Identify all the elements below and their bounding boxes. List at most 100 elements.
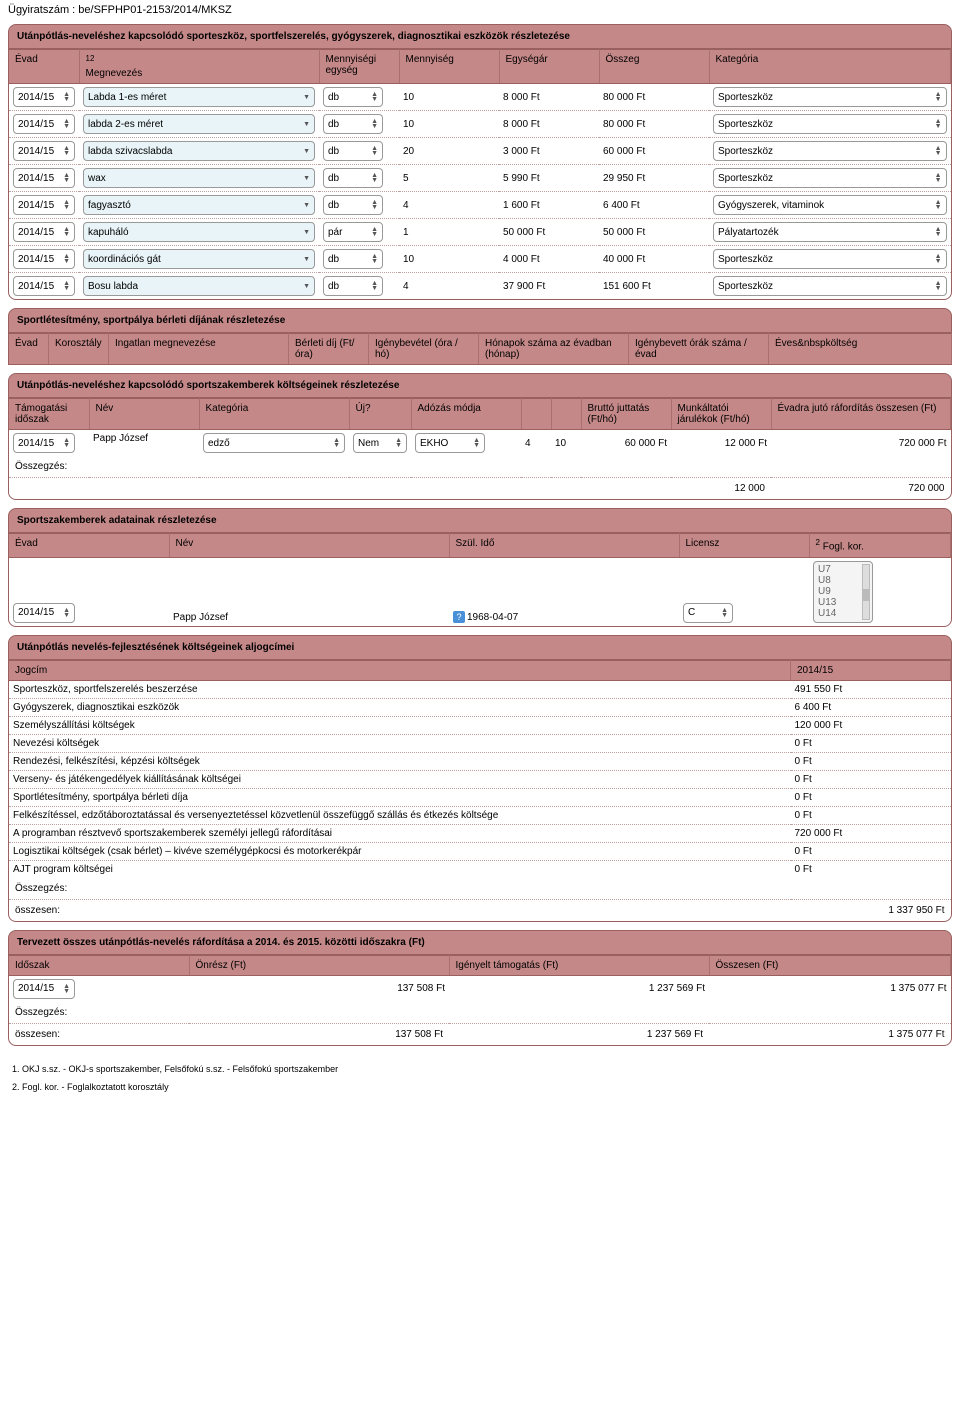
col: Támogatási időszak (9, 399, 89, 430)
spinner-icon: ▲▼ (63, 227, 70, 237)
spinner-icon: ▲▼ (473, 438, 480, 448)
col: 2 Fogl. kor. (809, 534, 951, 557)
evad-cell: 720 000 Ft (771, 430, 951, 457)
jogcim-cell: Sportlétesítmény, sportpálya bérleti díj… (9, 788, 791, 806)
select[interactable]: Sporteszköz▲▼ (713, 168, 947, 188)
year-spinner[interactable]: 2014/15▲▼ (13, 276, 75, 296)
col: Jogcím (9, 660, 791, 680)
spinner-icon: ▲▼ (63, 146, 70, 156)
select[interactable]: db▲▼ (323, 141, 383, 161)
select[interactable]: koordinációs gát▼ (83, 249, 315, 269)
table-row: 2014/15▲▼ Labda 1-es méret▼ db▲▼ 10 8 00… (9, 84, 951, 111)
select[interactable]: Nem▲▼ (353, 433, 407, 453)
scrollbar[interactable] (862, 564, 870, 620)
spinner-icon: ▲▼ (935, 119, 942, 129)
year-spinner[interactable]: 2014/15▲▼ (13, 168, 75, 188)
chevron-down-icon: ▼ (303, 256, 310, 263)
expert-data-section: Sportszakemberek adatainak részletezése … (8, 508, 952, 626)
experts-sum-evad: 720 000 (771, 478, 951, 500)
spinner-icon: ▲▼ (63, 200, 70, 210)
select[interactable]: db▲▼ (323, 87, 383, 107)
equipment-table: Évad 12Megnevezés Mennyiségi egység Menn… (9, 49, 951, 299)
select[interactable]: Sporteszköz▲▼ (713, 114, 947, 134)
year-spinner[interactable]: 2014/15▲▼ (13, 603, 75, 623)
year-spinner[interactable]: 2014/15▲▼ (13, 433, 75, 453)
document-number: Ügyiratszám : be/SFPHP01-2153/2014/MKSZ (0, 0, 960, 20)
year-spinner[interactable]: 2014/15▲▼ (13, 222, 75, 242)
costs-total-label: összesen: (9, 899, 791, 921)
col: Új? (349, 399, 411, 430)
select[interactable]: Labda 1-es méret▼ (83, 87, 315, 107)
select[interactable]: db▲▼ (323, 249, 383, 269)
select[interactable]: Gyógyszerek, vitaminok▲▼ (713, 195, 947, 215)
spinner-icon: ▲▼ (371, 254, 378, 264)
select[interactable]: Sporteszköz▲▼ (713, 87, 947, 107)
price-cell: 1 600 Ft (499, 192, 599, 219)
expert-data-title: Sportszakemberek adatainak részletezése (8, 508, 952, 533)
costs-table: Jogcím 2014/15 Sporteszköz, sportfelszer… (9, 660, 951, 921)
year-spinner[interactable]: 2014/15▲▼ (13, 114, 75, 134)
select[interactable]: EKHO▲▼ (415, 433, 485, 453)
select[interactable]: fagyasztó▼ (83, 195, 315, 215)
select[interactable]: db▲▼ (323, 276, 383, 296)
v2-cell: 10 (551, 430, 581, 457)
experts-section: Utánpótlás-neveléshez kapcsolódó sportsz… (8, 373, 952, 500)
select[interactable]: labda 2-es méret▼ (83, 114, 315, 134)
col: Név (169, 534, 449, 557)
spinner-icon: ▲▼ (63, 281, 70, 291)
table-row: Verseny- és játékengedélyek kiállításána… (9, 770, 951, 788)
value-cell: 0 Ft (791, 842, 951, 860)
spinner-icon: ▲▼ (333, 438, 340, 448)
sum-cell: 80 000 Ft (599, 111, 709, 138)
col: Hónapok száma az évadban (hónap) (479, 334, 629, 365)
select[interactable]: edző▲▼ (203, 433, 345, 453)
equipment-section: Utánpótlás-neveléshez kapcsolódó sportes… (8, 24, 952, 300)
year-spinner[interactable]: 2014/15▲▼ (13, 249, 75, 269)
select[interactable]: db▲▼ (323, 168, 383, 188)
value-cell: 0 Ft (791, 770, 951, 788)
select[interactable]: wax▼ (83, 168, 315, 188)
experts-sum-jar: 12 000 (671, 478, 771, 500)
chevron-down-icon: ▼ (303, 202, 310, 209)
col: Korosztály (49, 334, 109, 365)
footnote-2: 2. Fogl. kor. - Foglalkoztatott korosztá… (12, 1078, 948, 1096)
select[interactable]: labda szivacslabda▼ (83, 141, 315, 161)
spinner-icon: ▲▼ (371, 146, 378, 156)
select[interactable]: Sporteszköz▲▼ (713, 276, 947, 296)
chevron-down-icon: ▼ (303, 121, 310, 128)
price-cell: 3 000 Ft (499, 138, 599, 165)
select[interactable]: pár▲▼ (323, 222, 383, 242)
year-spinner[interactable]: 2014/15▲▼ (13, 87, 75, 107)
table-row: Személyszállítási költségek 120 000 Ft (9, 716, 951, 734)
select[interactable]: db▲▼ (323, 114, 383, 134)
select[interactable]: Pályatartozék▲▼ (713, 222, 947, 242)
qty-cell: 20 (399, 138, 499, 165)
select[interactable]: C▲▼ (683, 603, 733, 623)
select[interactable]: kapuháló▼ (83, 222, 315, 242)
col: Igénybevétel (óra / hó) (369, 334, 479, 365)
table-row: 2014/15▲▼ Bosu labda▼ db▲▼ 4 37 900 Ft 1… (9, 273, 951, 300)
help-icon[interactable]: ? (453, 611, 465, 623)
select[interactable]: Sporteszköz▲▼ (713, 141, 947, 161)
jogcim-cell: Logisztikai költségek (csak bérlet) – ki… (9, 842, 791, 860)
year-spinner[interactable]: 2014/15▲▼ (13, 979, 75, 999)
year-spinner[interactable]: 2014/15▲▼ (13, 195, 75, 215)
col: Név (89, 399, 199, 430)
col-egys: Mennyiségi egység (319, 50, 399, 84)
select[interactable]: db▲▼ (323, 195, 383, 215)
agegroup-list[interactable]: U7U8U9U13U14 (813, 561, 873, 623)
table-row: Sportlétesítmény, sportpálya bérleti díj… (9, 788, 951, 806)
costs-sum-label: Összegzés: (9, 878, 951, 900)
col (551, 399, 581, 430)
select[interactable]: Sporteszköz▲▼ (713, 249, 947, 269)
value-cell: 491 550 Ft (791, 680, 951, 698)
table-row: Gyógyszerek, diagnosztikai eszközök 6 40… (9, 698, 951, 716)
jogcim-cell: Verseny- és játékengedélyek kiállításána… (9, 770, 791, 788)
jogcim-cell: A programban résztvevő sportszakemberek … (9, 824, 791, 842)
year-spinner[interactable]: 2014/15▲▼ (13, 141, 75, 161)
col: Igényelt támogatás (Ft) (449, 955, 709, 975)
table-row: 2014/15▲▼ wax▼ db▲▼ 5 5 990 Ft 29 950 Ft… (9, 165, 951, 192)
qty-cell: 10 (399, 111, 499, 138)
select[interactable]: Bosu labda▼ (83, 276, 315, 296)
value-cell: 0 Ft (791, 860, 951, 878)
